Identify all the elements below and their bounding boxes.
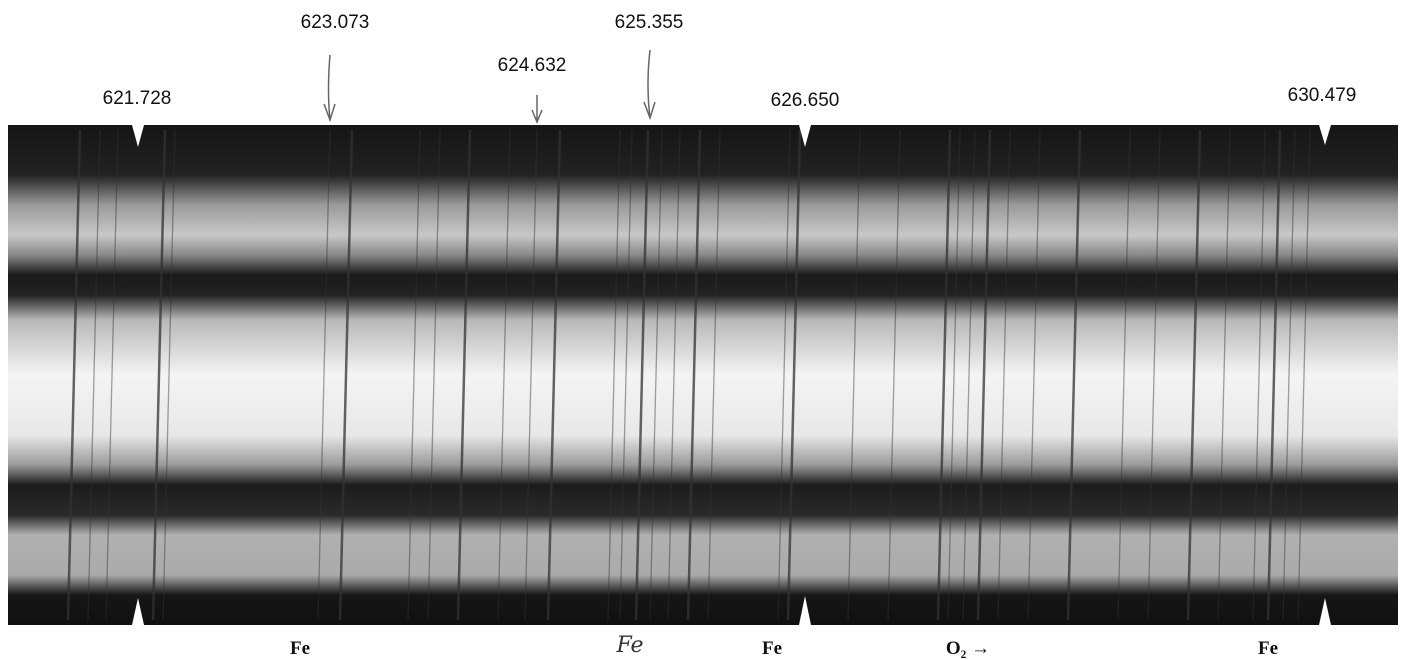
absorption-lines [66,129,1311,621]
spectral-line [151,129,167,621]
reference-notches [132,125,1331,625]
spectral-line [777,129,791,621]
wavelength-label: 624.632 [498,55,567,76]
spectral-line [66,129,82,621]
spectral-line [707,129,721,621]
spectral-line [1297,129,1311,621]
spectral-line [1186,129,1202,621]
spectral-line [427,129,441,621]
spectral-line [1282,129,1296,621]
wavelength-label: 626.650 [771,90,840,111]
element-label: Fe [615,633,643,658]
wavelength-label: 623.073 [301,12,370,33]
spectral-line [338,129,354,621]
spectral-line [497,129,511,621]
spectral-line [456,129,472,621]
spectral-line [962,129,976,621]
spectral-line [105,129,119,621]
spectral-line [407,129,421,621]
spectral-line [947,129,961,621]
spectral-line [976,129,992,621]
wavelength-label: 630.479 [1288,85,1357,106]
spectral-line [546,129,562,621]
arrows [323,49,656,124]
spectral-line [936,129,952,621]
spectral-line [87,129,101,621]
wavelength-label: 625.355 [615,12,684,33]
element-label: Fe [1258,638,1278,659]
spectral-line [634,129,650,621]
spectral-line [619,129,633,621]
wavelength-label: 621.728 [103,88,172,109]
spectrum-plate [8,125,1398,625]
spectral-line [317,129,331,621]
spectral-line [607,129,621,621]
spectral-line [1252,129,1266,621]
spectral-line [997,129,1011,621]
element-label: Fe [762,638,782,659]
spectral-line [1217,129,1231,621]
spectral-line [1266,129,1282,621]
spectral-line [847,129,861,621]
spectral-line [1147,129,1161,621]
element-label: Fe [290,638,310,659]
spectral-line [524,129,538,621]
spectral-line [786,129,802,621]
spectral-line [667,129,681,621]
spectral-line [1066,129,1082,621]
element-label: O₂ → [946,638,990,659]
spectral-line [887,129,901,621]
spectral-line [1117,129,1131,621]
spectral-line [1027,129,1041,621]
spectral-line [162,129,176,621]
spectral-line [649,129,663,621]
spectral-line [686,129,702,621]
